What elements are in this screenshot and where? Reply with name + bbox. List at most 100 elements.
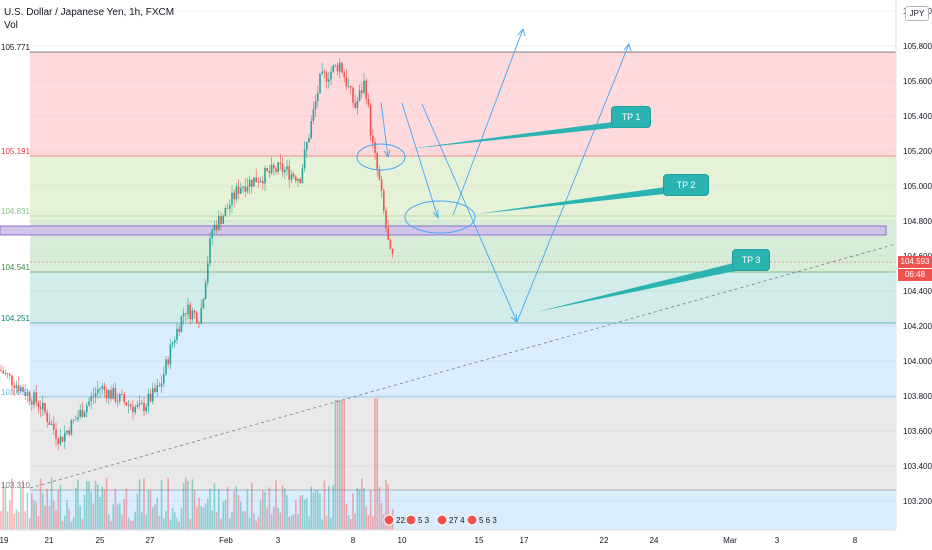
volume-bar: [389, 521, 392, 530]
volume-bar: [361, 478, 363, 530]
candle-body: [44, 402, 46, 413]
candle-body: [22, 387, 24, 393]
volume-bar: [328, 485, 330, 530]
candle-body: [317, 93, 319, 101]
candle-body: [231, 192, 233, 205]
candle-body: [75, 419, 77, 421]
tp1-label[interactable]: TP 1: [612, 107, 650, 127]
candle-body: [6, 373, 9, 374]
volume-bar: [255, 520, 257, 530]
volume-bar: [339, 400, 341, 530]
tp2-label[interactable]: TP 2: [664, 175, 708, 195]
volume-bar: [46, 488, 48, 530]
candle-body: [68, 430, 70, 435]
volume-bar: [86, 481, 88, 530]
fib-level-label: 103.931: [1, 388, 30, 397]
candle-body: [125, 401, 128, 406]
candle-body: [202, 299, 205, 309]
time-tick: 19: [0, 536, 9, 545]
candle-body: [28, 392, 31, 402]
volume-bar: [88, 481, 90, 530]
volume-bar: [4, 486, 7, 530]
candle-body: [330, 71, 332, 80]
volume-bar: [6, 511, 9, 530]
volume-bar: [22, 480, 24, 530]
candle-body: [66, 430, 68, 433]
resistance-zone[interactable]: [0, 225, 887, 236]
tp3-label[interactable]: TP 3: [733, 250, 769, 270]
candle-body: [70, 420, 73, 435]
volume-bar: [257, 516, 260, 530]
candle-body: [119, 394, 121, 402]
volume-bar: [143, 478, 145, 530]
fib-level-label: 104.541: [1, 263, 30, 272]
candle-body: [363, 80, 365, 93]
volume-bar: [193, 490, 196, 530]
candle-body: [224, 208, 227, 217]
volume-bar: [116, 504, 119, 530]
currency-badge[interactable]: JPY: [905, 6, 929, 21]
volume-bar: [97, 484, 99, 530]
candle-body: [158, 385, 161, 387]
countdown-tag: 06:48: [898, 269, 932, 281]
volume-bar: [292, 514, 295, 530]
candle-body: [341, 62, 343, 73]
candle-body: [176, 328, 178, 341]
arrow-up-2: [516, 43, 630, 323]
volume-bar: [240, 501, 242, 530]
candle-body: [242, 186, 244, 189]
volume-bar: [103, 489, 106, 530]
volume-bar: [277, 507, 279, 530]
volume-bar: [101, 486, 103, 530]
candle-body: [347, 86, 350, 87]
candle-body: [237, 186, 240, 194]
volume-bar: [110, 521, 112, 530]
volume-bar: [345, 503, 348, 530]
time-axis[interactable]: 19 21 25 27 Feb 3 8 10 15 17 22 24 Mar 3 8: [0, 536, 858, 545]
projection-arrows[interactable]: [380, 28, 630, 323]
volume-indicator-label[interactable]: Vol: [4, 20, 18, 31]
candle-body: [204, 282, 207, 300]
price-tick: 103.600: [903, 427, 932, 436]
volume-bar: [119, 503, 121, 530]
arrow-down-1: [380, 101, 389, 158]
volume-bar: [308, 516, 310, 530]
candle-body: [48, 421, 51, 425]
price-tick: 104.400: [903, 287, 932, 296]
volume-bar: [334, 400, 337, 530]
volume-bar: [246, 489, 249, 530]
volume-bar: [356, 487, 359, 530]
volume-bar: [130, 520, 132, 530]
candle-body: [37, 402, 40, 408]
candle-body: [240, 188, 242, 194]
price-axis[interactable]: 106.000105.800105.600105.400105.200105.0…: [30, 7, 932, 506]
target-ellipse-1[interactable]: [356, 143, 406, 171]
symbol-title[interactable]: U.S. Dollar / Japanese Yen, 1h, FXCM: [4, 7, 175, 18]
volume-bar: [114, 488, 117, 530]
volume-bar: [77, 480, 79, 530]
candle-body: [108, 390, 110, 399]
target-ellipse-2[interactable]: [404, 200, 476, 234]
event-badges[interactable]: 221 5 3 27 4 5 6 3: [383, 514, 497, 526]
volume-bar: [94, 480, 97, 530]
volume-bar: [365, 506, 367, 530]
candle-body: [147, 393, 150, 407]
volume-bar: [57, 490, 59, 530]
candle-body: [81, 409, 84, 418]
volume-bar: [185, 477, 187, 530]
volume-bar: [64, 515, 66, 530]
candle-body: [31, 401, 33, 405]
candle-body: [259, 180, 262, 183]
volume-bar: [204, 503, 207, 530]
candle-body: [226, 208, 229, 209]
fib-level-label: 105.191: [1, 147, 30, 156]
candle-body: [11, 375, 13, 386]
candle-body: [215, 224, 218, 230]
volume-bar: [301, 494, 304, 530]
volume-bar: [248, 517, 251, 530]
candle-body: [361, 90, 363, 93]
volume-bar: [218, 489, 220, 530]
volume-bar: [33, 499, 35, 530]
fib-level-lines: [30, 51, 896, 491]
